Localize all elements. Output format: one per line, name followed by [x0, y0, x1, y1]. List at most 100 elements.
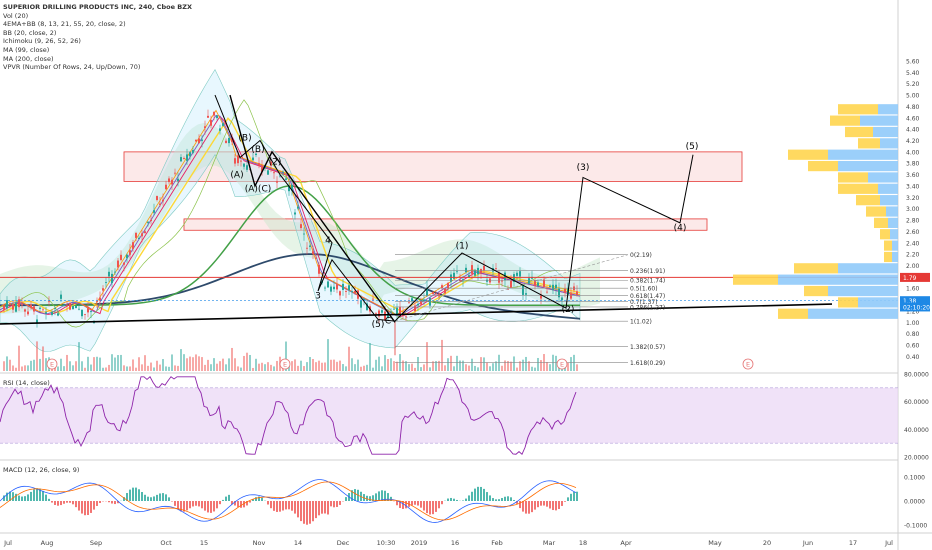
macd-histogram-bar [198, 501, 200, 507]
time-tick-label: Apr [620, 539, 632, 547]
wave-label: 4 [325, 236, 331, 246]
volume-bar [99, 357, 101, 371]
macd-histogram-bar [543, 501, 545, 506]
volume-bar [114, 357, 116, 371]
macd-histogram-bar [477, 486, 479, 501]
macd-histogram-bar [192, 501, 194, 507]
volume-bar [327, 339, 329, 371]
volume-bar [90, 364, 92, 371]
volume-bar [309, 357, 311, 371]
candle-body [228, 137, 230, 144]
wave-label: (2) [562, 305, 575, 315]
volume-bar [534, 367, 536, 371]
macd-histogram-bar [549, 501, 551, 509]
macd-histogram-bar [513, 499, 515, 501]
volume-bar [483, 357, 485, 371]
volume-bar [468, 365, 470, 371]
macd-histogram-bar [54, 501, 56, 505]
time-tick-label: Aug [41, 539, 54, 547]
candle-body [300, 224, 302, 229]
price-tick-label: 4.40 [906, 127, 920, 134]
volume-bar [78, 342, 80, 371]
volume-bar [384, 355, 386, 371]
earnings-marker [556, 358, 568, 370]
volume-profile-down [808, 160, 838, 172]
macd-histogram-bar [18, 495, 20, 501]
macd-histogram-bar [306, 501, 308, 525]
price-badge-label: 02:10:20 [903, 304, 930, 311]
macd-histogram-bar [84, 501, 86, 516]
macd-histogram-bar [558, 501, 560, 510]
macd-histogram-bar [435, 501, 437, 512]
macd-histogram-bar [465, 498, 467, 501]
candle-body [213, 111, 215, 116]
time-tick-label: 17 [849, 539, 857, 547]
candle-body [438, 293, 440, 297]
volume-bar [417, 356, 419, 371]
candle-body [483, 265, 485, 271]
volume-bar [339, 360, 341, 371]
earnings-marker [742, 358, 754, 370]
fib-label: 0(2.19) [630, 252, 652, 259]
earnings-marker [46, 358, 58, 370]
price-tick-label: 5.60 [906, 59, 920, 66]
macd-histogram-bar [177, 501, 179, 510]
candle-body [114, 271, 116, 273]
volume-bar [72, 365, 74, 371]
lagging-span [0, 99, 561, 328]
time-tick-label: 10:30 [377, 539, 396, 547]
volume-bar [507, 361, 509, 371]
volume-bar [249, 354, 251, 371]
price-tick-label: 4.80 [906, 104, 920, 111]
candle-body [51, 311, 53, 315]
candle-body [318, 264, 320, 274]
candle-body [528, 278, 530, 284]
volume-bar [540, 360, 542, 371]
candle-body [408, 302, 410, 304]
price-tick-label: 1.00 [906, 320, 920, 327]
volume-bar [330, 359, 332, 371]
macd-histogram-bar [327, 501, 329, 515]
macd-histogram-bar [282, 501, 284, 511]
macd-histogram-bar [387, 493, 389, 501]
fib-label: 0.7(1.37) [630, 299, 658, 306]
macd-histogram-bar [402, 501, 404, 509]
candle-body [156, 196, 158, 201]
legend-ichimoku: Ichimoku (9, 26, 52, 26) [3, 37, 81, 46]
candle-body [516, 272, 518, 276]
price-tick-label: 2.80 [906, 218, 920, 225]
volume-bar [159, 364, 161, 371]
candle-body [534, 280, 536, 286]
wave-label: (3) [577, 163, 590, 173]
volume-bar [255, 358, 257, 371]
rsi-line [0, 376, 577, 455]
volume-bar [192, 357, 194, 371]
candle-body [384, 311, 386, 321]
fib-label: 0.5(1.60) [630, 286, 658, 293]
volume-bar [12, 365, 14, 371]
volume-bar [369, 343, 371, 371]
volume-bar [123, 365, 125, 371]
candle-body [276, 181, 278, 183]
macd-histogram-bar [480, 486, 482, 501]
candle-body [513, 274, 515, 282]
volume-bar [489, 366, 491, 371]
candle-body [180, 157, 182, 162]
volume-bar [237, 366, 239, 371]
volume-profile-up [868, 172, 898, 183]
volume-profile-down [838, 104, 878, 115]
volume-bar [456, 355, 458, 371]
price-tick-label: 1.60 [906, 286, 920, 293]
volume-profile-up [828, 285, 898, 297]
candle-body [273, 172, 275, 174]
volume-bar [36, 341, 38, 371]
volume-bar [522, 359, 524, 371]
volume-bar [135, 367, 137, 371]
macd-tick-label: -0.1000 [904, 523, 927, 530]
volume-profile-down [830, 115, 860, 126]
candle-body [78, 308, 80, 310]
macd-histogram-bar [522, 501, 524, 512]
time-tick-label: Feb [491, 539, 503, 547]
